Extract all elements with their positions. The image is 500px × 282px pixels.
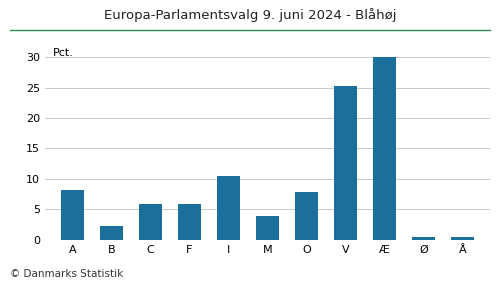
- Bar: [373, 57, 396, 240]
- Bar: [60, 190, 84, 240]
- Bar: [178, 204, 201, 240]
- Bar: [295, 192, 318, 240]
- Text: Europa-Parlamentsvalg 9. juni 2024 - Blåhøj: Europa-Parlamentsvalg 9. juni 2024 - Blå…: [104, 8, 396, 23]
- Bar: [451, 237, 474, 240]
- Bar: [412, 237, 436, 240]
- Bar: [334, 87, 357, 240]
- Bar: [100, 226, 123, 240]
- Bar: [256, 216, 279, 240]
- Bar: [217, 176, 240, 240]
- Bar: [138, 204, 162, 240]
- Text: © Danmarks Statistik: © Danmarks Statistik: [10, 269, 123, 279]
- Text: Pct.: Pct.: [53, 48, 74, 58]
